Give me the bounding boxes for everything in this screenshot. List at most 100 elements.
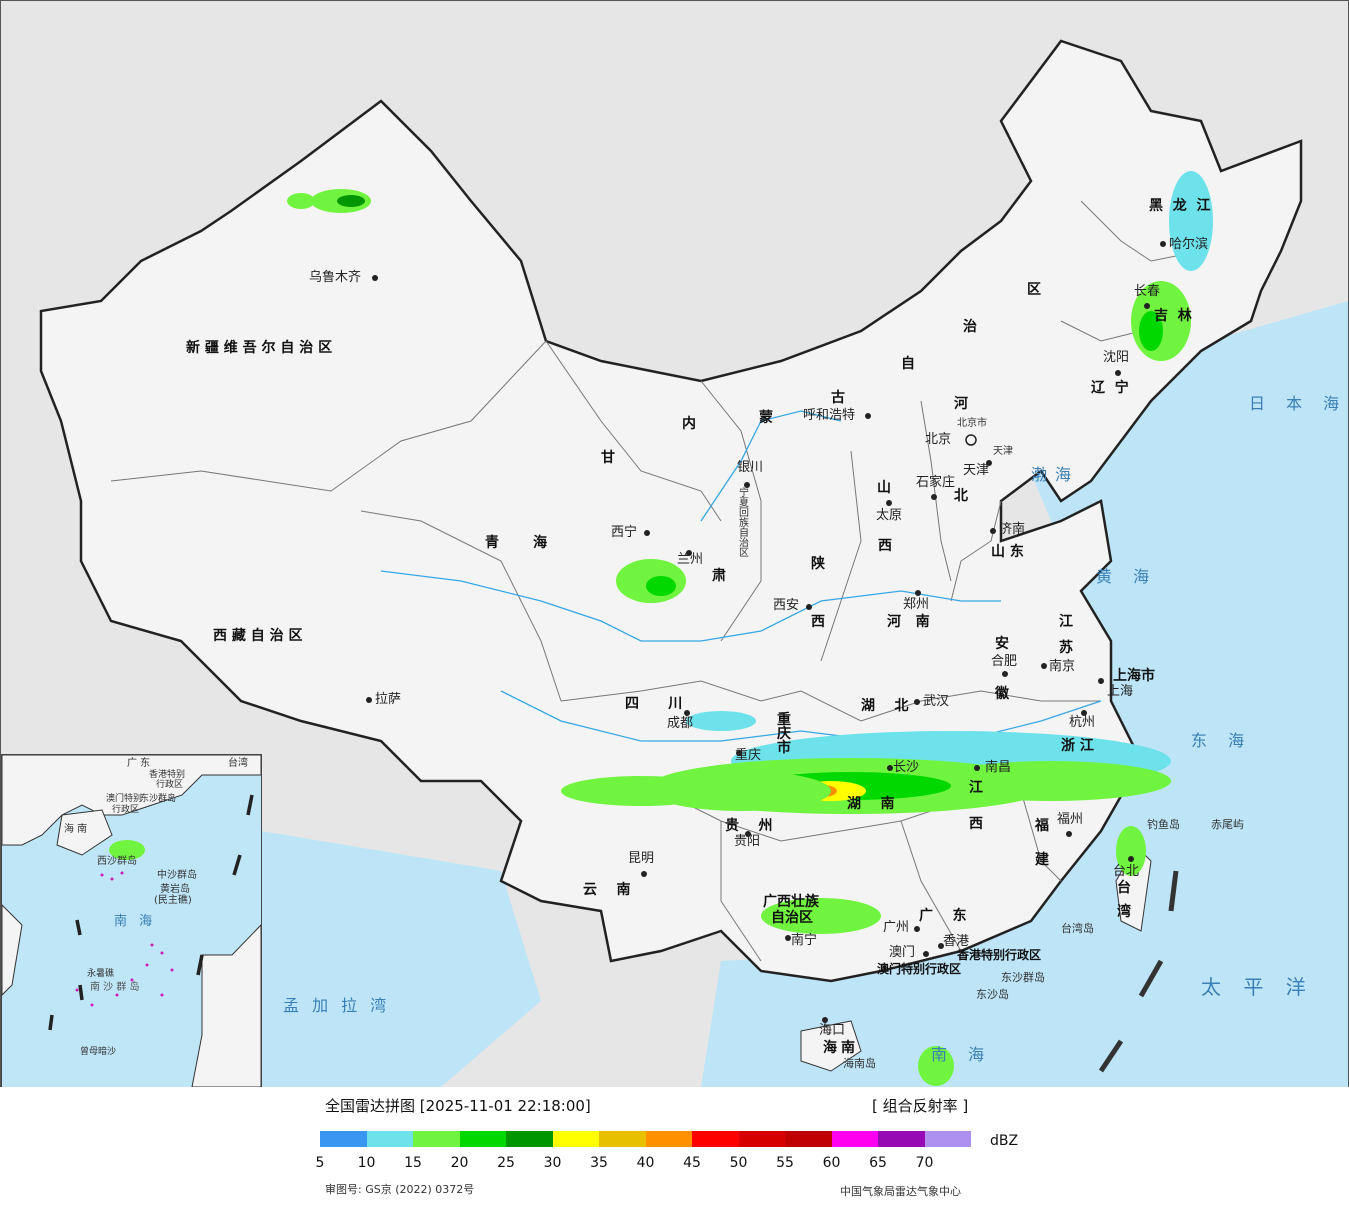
sea-mengjialawan: 孟 加 拉 湾 (283, 996, 391, 1015)
province-neimenggu-2: 蒙 (759, 410, 773, 426)
province-shandong: 山 东 (991, 544, 1024, 560)
city-haikou: 海口 (819, 1023, 846, 1038)
legend-tick-label: 20 (450, 1155, 469, 1171)
city-shenyang: 沈阳 (1103, 350, 1130, 365)
inset-label-macau-2: 行政区 (112, 805, 140, 815)
inset-label-huangyan-2: (民主礁) (154, 895, 192, 906)
legend-tick-label: 45 (683, 1155, 701, 1171)
province-jiangxi-1: 江 (969, 780, 983, 796)
legend-swatch-3 (459, 1131, 506, 1147)
city-guangzhou: 广州 (883, 920, 910, 935)
province-anhui-2: 徽 (995, 686, 1009, 702)
legend-tick-label: 25 (497, 1155, 515, 1171)
province-liaoning: 辽 宁 (1091, 380, 1129, 396)
province-neimenggu-5: 治 (963, 319, 977, 335)
inset-reefs (75, 871, 174, 1007)
province-hubei: 湖 北 (861, 698, 909, 714)
legend-tick-label: 50 (729, 1155, 748, 1171)
inset-label-xisha: 西沙群岛 (97, 856, 137, 867)
legend-swatch-11 (831, 1131, 878, 1147)
sea-ribenhai: 日 本 海 (1249, 394, 1348, 413)
legend-swatch-8 (692, 1131, 739, 1147)
legend-tick-label: 15 (404, 1155, 422, 1171)
legend-swatch-13 (924, 1131, 971, 1147)
province-shaanxi-2: 西 (811, 614, 825, 630)
city-shijiazhuang: 石家庄 (916, 475, 956, 490)
province-guangxi-2: 自治区 (771, 910, 813, 926)
city-nanning: 南宁 (791, 933, 818, 948)
province-heilongjiang: 黑 龙 江 (1149, 198, 1211, 214)
province-jiangsu-1: 江 (1059, 614, 1073, 630)
province-ningxia: 宁夏回族自治区 (739, 488, 749, 559)
city-yinchuan: 银川 (737, 460, 764, 475)
legend-tick-label: 40 (636, 1155, 655, 1171)
island-chiwei: 赤尾屿 (1211, 818, 1244, 831)
province-hunan: 湖 南 (847, 796, 895, 812)
city-wuhan: 武汉 (923, 694, 950, 709)
city-nanjing: 南京 (1049, 659, 1076, 674)
island-taiwan: 台湾岛 (1061, 922, 1094, 935)
province-gansu-2: 肃 (712, 568, 726, 584)
legend-title: 全国雷达拼图 [2025-11-01 22:18:00] (325, 1097, 591, 1115)
radar-map[interactable]: 新 疆 维 吾 尔 自 治 区 西 藏 自 治 区 青 海 甘 肃 内 蒙 古 … (0, 0, 1349, 1088)
province-chongqing: 重 庆 市 (777, 712, 791, 756)
inset-hainan-island (56, 809, 113, 856)
source-credit: 中国气象局雷达气象中心 (840, 1185, 961, 1198)
legend-tick-label: 30 (543, 1155, 562, 1171)
city-xian: 西安 (773, 598, 800, 613)
city-urumqi: 乌鲁木齐 (309, 270, 362, 285)
legend-swatch-0 (320, 1131, 367, 1147)
inset-label-huangyan: 黄岩岛 (160, 884, 190, 895)
inset-label-nansha: 南 沙 群 岛 (90, 982, 140, 993)
legend-swatch-2 (413, 1131, 460, 1147)
legend-swatch-1 (366, 1131, 413, 1147)
province-jilin: 吉 林 (1154, 308, 1192, 324)
city-chongqing: 重庆 (735, 748, 762, 763)
province-hainan-2: 南 (841, 1040, 855, 1056)
city-hangzhou: 杭州 (1069, 715, 1096, 730)
south-china-sea-inset: 南 海 中沙群岛 黄岩岛 (民主礁) 南 沙 群 岛 西沙群岛 永暑礁 曾母暗沙… (1, 754, 262, 1087)
island-dongsha-qundao: 东沙群岛 (1001, 971, 1045, 984)
city-lhasa: 拉萨 (375, 692, 402, 707)
legend-panel: 全国雷达拼图 [2025-11-01 22:18:00] [ 组合反射率 ] d… (0, 1087, 1349, 1208)
legend-unit: dBZ (990, 1133, 1019, 1149)
inset-label-macau: 澳门特别 (106, 794, 143, 804)
rivers (380, 410, 1102, 742)
city-shanghai: 上海 (1107, 684, 1134, 699)
province-neimenggu-1: 内 (682, 416, 696, 432)
legend-swatch-7 (645, 1131, 692, 1147)
city-harbin: 哈尔滨 (1169, 237, 1209, 252)
bay-of-bengal (261, 831, 541, 1087)
sea-bohai: 渤海 (1031, 465, 1080, 484)
province-taiwan-1: 台 (1117, 880, 1131, 896)
island-diaoyu: 钓鱼岛 (1147, 818, 1180, 831)
sea-donghai: 东 海 (1191, 731, 1253, 750)
legend-swatch-10 (785, 1131, 832, 1147)
inset-west-coast (2, 904, 23, 996)
legend-tick-label: 70 (915, 1155, 934, 1171)
legend-swatch-6 (599, 1131, 646, 1147)
inset-label-dongsha: 东沙群岛 (140, 794, 177, 804)
city-tianjin: 天津 (963, 463, 990, 478)
legend-swatch-5 (552, 1131, 599, 1147)
city-beijing: 北京 (925, 432, 952, 447)
inset-label-hk-2: 行政区 (156, 780, 184, 790)
province-tianjin: 天津 (993, 446, 1013, 457)
city-xining: 西宁 (611, 525, 638, 540)
sea-taipingyang: 太 平 洋 (1201, 975, 1314, 999)
province-shaanxi-1: 陕 (811, 556, 825, 572)
province-jiangxi-2: 西 (969, 816, 983, 832)
city-lanzhou: 兰州 (677, 552, 704, 567)
province-yunnan: 云 南 (583, 882, 631, 898)
province-taiwan-2: 湾 (1117, 904, 1131, 920)
legend-tick-label: 60 (822, 1155, 841, 1171)
city-guiyang: 贵阳 (734, 834, 761, 849)
province-guangdong: 广 东 (919, 908, 967, 924)
province-shanghai: 上海市 (1113, 668, 1155, 684)
hainan-island (800, 1020, 862, 1072)
inset-label-yongshu: 永暑礁 (87, 969, 115, 979)
province-shanxi-1: 山 (877, 480, 891, 496)
legend-tick-label: 65 (869, 1155, 887, 1171)
inset-label-hk: 香港特别 (149, 770, 186, 780)
city-chengdu: 成都 (667, 716, 694, 731)
